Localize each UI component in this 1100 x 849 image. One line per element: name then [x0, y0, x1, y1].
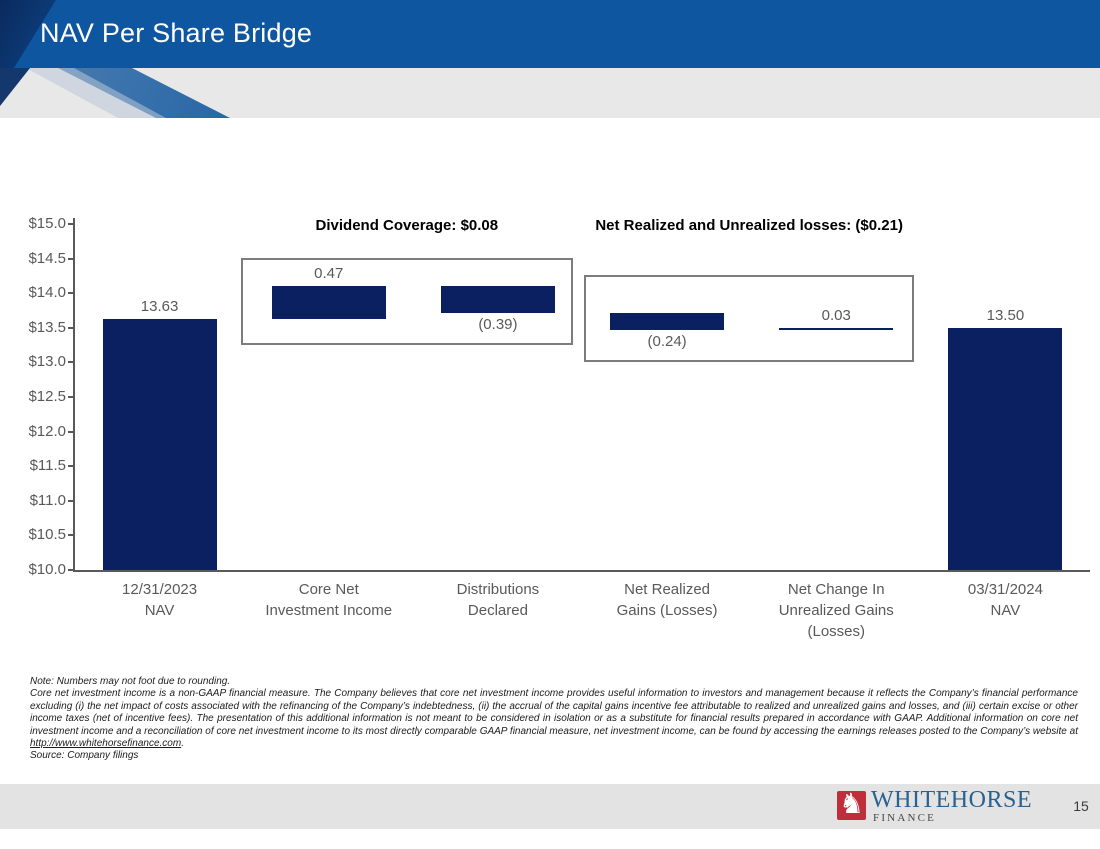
y-axis-tick-label: $13.0 — [28, 353, 66, 371]
bar-value-label: 0.03 — [821, 306, 851, 324]
horse-icon: ♞ — [837, 791, 866, 820]
x-axis-category-label: 12/31/2023 NAV — [122, 581, 198, 619]
x-axis-category-label: 03/31/2024 NAV — [967, 581, 1043, 619]
y-axis-tick-label: $14.0 — [28, 284, 66, 302]
bar-value-label: (0.39) — [478, 316, 518, 334]
bar-value-label: (0.24) — [647, 332, 687, 350]
bar-value-label: 13.63 — [140, 297, 179, 315]
y-axis-tick-label: $10.0 — [28, 561, 66, 578]
annotation-title: Dividend Coverage: $0.08 — [315, 217, 499, 234]
bar-value-label: 0.47 — [314, 265, 344, 283]
footnote-body: Core net investment income is a non-GAAP… — [30, 688, 1078, 750]
y-axis-tick-mark — [68, 569, 75, 571]
x-axis-line — [73, 570, 1090, 572]
x-axis-category-label: Net Change In Unrealized Gains (Losses) — [778, 581, 894, 640]
page-number: 15 — [1073, 798, 1089, 814]
annotation-box — [240, 258, 573, 345]
annotation-box — [584, 275, 915, 362]
x-axis-category-label: Core Net Investment Income — [265, 581, 393, 619]
x-axis-category-label: Distributions Declared — [456, 581, 540, 619]
y-axis-tick-label: $12.0 — [28, 422, 66, 440]
y-axis-tick-mark — [68, 257, 75, 260]
waterfall-bar — [779, 327, 894, 331]
y-axis-tick-mark — [68, 292, 75, 295]
waterfall-bar — [948, 327, 1063, 570]
y-axis-tick-label: $11.0 — [29, 491, 66, 509]
y-axis-tick-label: $13.5 — [28, 318, 66, 336]
page-title: NAV Per Share Bridge — [40, 18, 313, 48]
whitehorse-website-link[interactable]: http://www.whitehorsefinance.com — [30, 738, 182, 750]
y-axis-tick-mark — [68, 430, 75, 433]
y-axis-tick-label: $11.5 — [29, 457, 66, 475]
footnote-body-text: Core net investment income is a non-GAAP… — [30, 688, 1078, 737]
y-axis-tick-mark — [68, 499, 75, 502]
footnote-after-link: . — [181, 738, 184, 750]
footnote-source-line: Source: Company filings — [30, 750, 139, 762]
y-axis-tick-mark — [68, 326, 75, 329]
logo-brand: WHITEHORSE — [871, 787, 1032, 813]
waterfall-bar — [102, 318, 217, 570]
y-axis-line — [73, 218, 75, 572]
y-axis-tick-label: $12.5 — [28, 388, 66, 405]
y-axis-tick-mark — [68, 361, 75, 364]
waterfall-bar — [610, 313, 725, 330]
y-axis-tick-label: $14.5 — [28, 249, 66, 267]
y-axis-tick-label: $10.5 — [28, 526, 66, 544]
footnote: Note: Numbers may not foot due to roundi… — [30, 676, 1078, 763]
decorative-band — [0, 68, 1100, 118]
waterfall-bar — [440, 286, 555, 314]
bar-value-label: 13.50 — [986, 306, 1025, 324]
logo-text: WHITEHORSE FINANCE — [871, 788, 1032, 824]
waterfall-bar — [271, 286, 386, 319]
footer-band — [0, 784, 1100, 829]
y-axis-tick-label: $15.0 — [28, 215, 66, 232]
logo-division: FINANCE — [873, 812, 937, 824]
y-axis-tick-mark — [68, 534, 75, 537]
y-axis-tick-mark — [68, 396, 75, 398]
title-bar: NAV Per Share Bridge — [0, 0, 1100, 68]
footnote-note-line: Note: Numbers may not foot due to roundi… — [30, 676, 231, 687]
annotation-title: Net Realized and Unrealized losses: ($0.… — [595, 217, 903, 234]
y-axis-tick-mark — [68, 223, 75, 225]
y-axis-tick-mark — [68, 465, 75, 468]
x-axis-category-label: Net Realized Gains (Losses) — [616, 581, 718, 619]
